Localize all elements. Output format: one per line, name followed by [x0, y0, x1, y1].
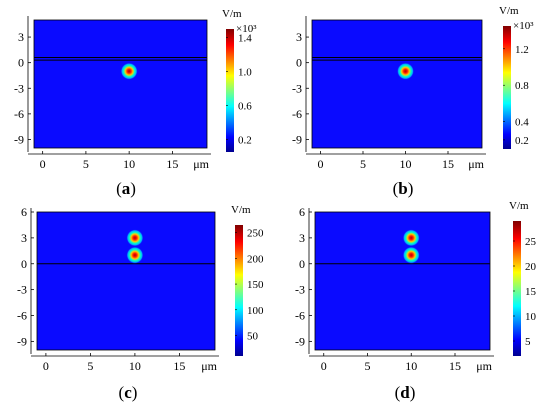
y-tick-label: -3 [17, 283, 27, 297]
x-tick-label: 15 [449, 359, 461, 373]
field-hotspot [120, 62, 138, 80]
colorbar [226, 29, 234, 152]
y-tick-label: -9 [17, 334, 27, 348]
colorbar-tick-label: 100 [247, 305, 264, 317]
colorbar-tick-label: 0.6 [238, 100, 252, 112]
y-tick-label: 3 [299, 231, 305, 245]
plot-frame [314, 211, 491, 351]
x-tick-label: 0 [318, 157, 324, 171]
colorbar-tick-label: 15 [525, 286, 537, 298]
panel-caption: (c) [119, 383, 138, 402]
panel-b: 3 0 -3 -6 -9 0 5 10 15 μm V/m ×10³ 1.2 0.8 0.4 0.2 (b) [292, 5, 534, 198]
colorbar-tick-label: 150 [247, 279, 264, 291]
x-tick-label: 10 [400, 157, 412, 171]
x-tick-label: 0 [321, 359, 327, 373]
field-hotspot [402, 229, 420, 247]
colorbar-tick-label: 0.4 [515, 117, 529, 129]
y-tick-label: -6 [17, 309, 27, 323]
x-unit-label: μm [476, 359, 492, 373]
x-tick-label: 10 [129, 359, 141, 373]
field-domain [37, 212, 215, 350]
x-tick-label: 15 [442, 157, 454, 171]
colorbar-multiplier: ×10³ [236, 23, 257, 35]
colorbar [513, 221, 521, 356]
colorbar-multiplier: ×10³ [513, 20, 534, 32]
y-tick-label: -3 [14, 81, 24, 95]
colorbar-tick-label: 50 [247, 330, 259, 342]
field-domain [34, 20, 207, 148]
y-tick-label: 6 [21, 205, 27, 219]
y-tick-label: -6 [295, 309, 305, 323]
colorbar-tick-label: 200 [247, 253, 264, 265]
plot-frame [311, 19, 483, 149]
y-tick-label: -9 [292, 132, 302, 146]
colorbar-unit: V/m [499, 5, 519, 17]
x-tick-label: 5 [87, 359, 93, 373]
field-domain [315, 212, 490, 350]
plot-frame [33, 19, 208, 149]
colorbar-unit: V/m [509, 200, 529, 212]
colorbar [503, 26, 511, 149]
y-tick-label: 3 [296, 30, 302, 44]
field-hotspot [402, 246, 420, 264]
y-tick-label: -6 [292, 107, 302, 121]
colorbar-tick-label: 5 [525, 336, 531, 348]
y-tick-label: -9 [295, 334, 305, 348]
y-tick-label: 0 [21, 257, 27, 271]
x-tick-label: 5 [83, 157, 89, 171]
colorbar-tick-label: 0.2 [515, 135, 529, 147]
colorbar-tick-label: 1.4 [238, 32, 252, 44]
x-tick-label: 15 [173, 359, 185, 373]
field-hotspot [126, 246, 144, 264]
x-tick-label: 10 [123, 157, 135, 171]
field-domain [312, 20, 482, 148]
y-tick-label: -9 [14, 132, 24, 146]
x-tick-label: 0 [40, 157, 46, 171]
y-tick-label: -6 [14, 107, 24, 121]
y-tick-label: -3 [292, 81, 302, 95]
panel-c: 6 3 0 -3 -6 -9 0 5 10 15 μm V/m 250 200 150 100 50 (c) [17, 204, 264, 402]
colorbar-tick-label: 1.2 [515, 44, 529, 56]
colorbar-unit: V/m [231, 204, 251, 216]
y-tick-label: 0 [299, 257, 305, 271]
colorbar-tick-label: 0.8 [515, 80, 529, 92]
panel-caption: (d) [395, 383, 416, 402]
y-tick-label: 3 [18, 30, 24, 44]
x-tick-label: 15 [166, 157, 178, 171]
x-unit-label: μm [201, 359, 217, 373]
colorbar-unit: V/m [222, 8, 242, 20]
panel-caption: (a) [116, 179, 136, 198]
colorbar-tick-label: 10 [525, 311, 537, 323]
x-tick-label: 5 [360, 157, 366, 171]
x-tick-label: 0 [43, 359, 49, 373]
x-tick-label: 10 [405, 359, 417, 373]
y-tick-label: 0 [296, 56, 302, 70]
field-hotspot [397, 62, 414, 80]
plot-frame [36, 211, 216, 351]
y-tick-label: 6 [299, 205, 305, 219]
x-unit-label: μm [193, 157, 209, 171]
y-tick-label: 3 [21, 231, 27, 245]
colorbar-tick-label: 20 [525, 261, 537, 273]
colorbar-tick-label: 0.2 [238, 134, 252, 146]
field-hotspot [126, 229, 144, 247]
x-unit-label: μm [468, 157, 484, 171]
panel-caption: (b) [393, 179, 414, 198]
colorbar-tick-label: 25 [525, 236, 537, 248]
colorbar [235, 225, 243, 356]
y-tick-label: 0 [18, 56, 24, 70]
colorbar-tick-label: 250 [247, 228, 264, 240]
colorbar-tick-label: 1.0 [238, 66, 252, 78]
y-tick-label: -3 [295, 283, 305, 297]
x-tick-label: 5 [365, 359, 371, 373]
panel-d: 6 3 0 -3 -6 -9 0 5 10 15 μm V/m 25 20 15 10 5 (d) [295, 200, 537, 402]
